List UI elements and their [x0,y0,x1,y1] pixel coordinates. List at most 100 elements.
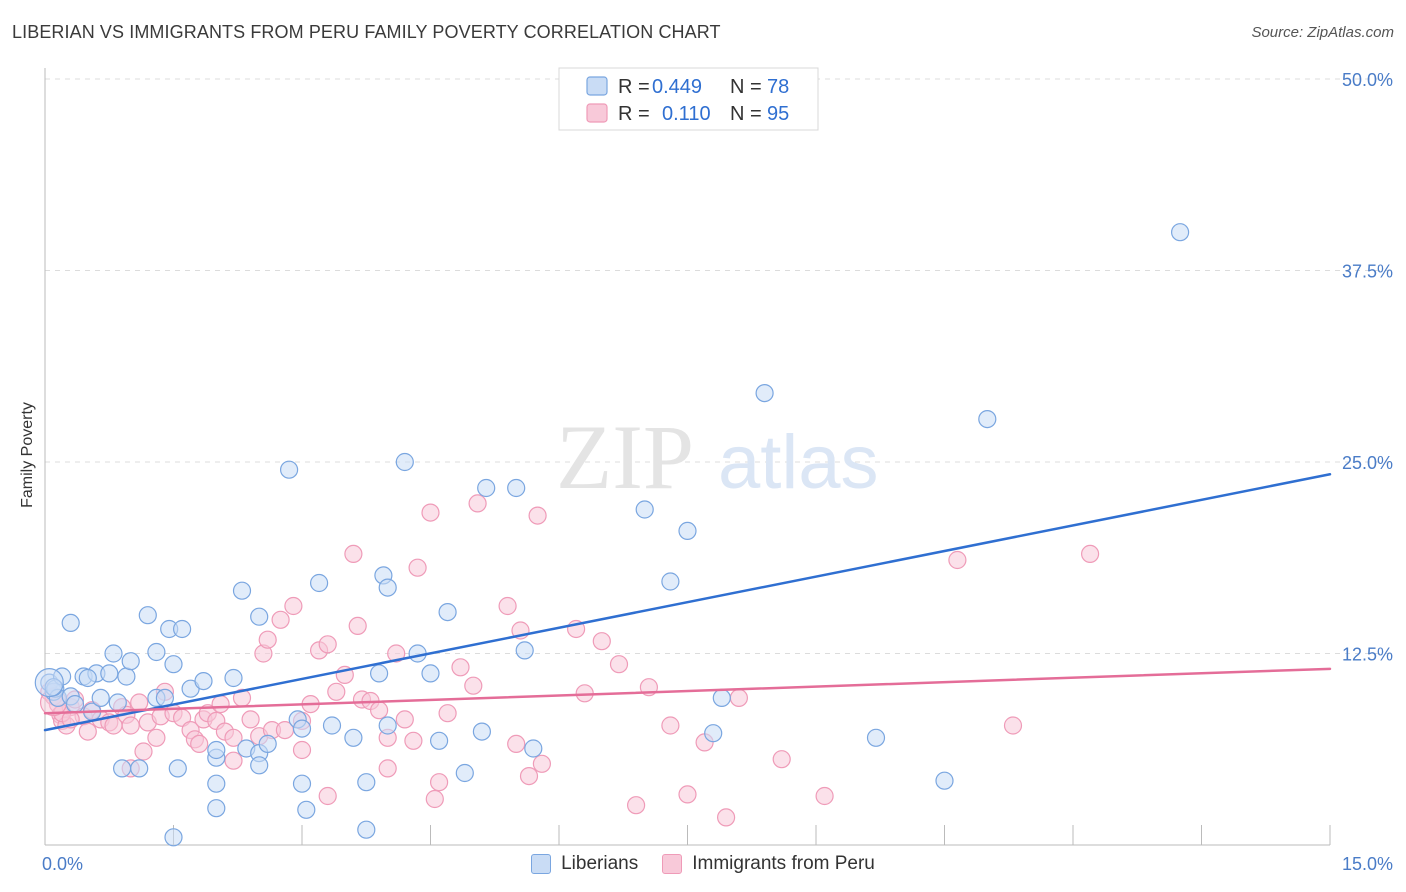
x-tick-label-max: 15.0% [1342,854,1393,874]
liberians-point-5 [61,613,80,633]
liberians-point-77 [207,740,226,760]
liberians-point-14 [108,693,127,712]
peru-point-60 [421,503,440,522]
series-legend-peru[interactable]: Immigrants from Peru [662,853,875,875]
liberians-point-15 [117,667,136,686]
liberians-point-12 [100,664,119,683]
series-legend: Liberians Immigrants from Peru [0,851,1406,877]
liberians-cluster-point [34,668,64,698]
liberians-swatch [531,854,552,874]
liberians-point-69 [164,828,183,847]
liberians-point-49 [455,763,474,783]
x-tick-label-min: 0.0% [42,854,83,874]
peru-point-85 [815,786,834,806]
liberians-point-36 [310,573,329,593]
liberians-point-37 [322,716,342,735]
liberians-point-57 [678,521,697,541]
legend-swatch-liberians [586,76,608,96]
liberians-point-63 [978,410,997,429]
liberians-point-71 [207,799,226,818]
axes [44,68,1331,846]
peru-point-94 [378,759,397,778]
peru-point-35 [241,710,260,729]
peru-point-17 [130,693,149,712]
liberians-point-75 [297,800,316,819]
peru-point-57 [395,710,414,729]
liberians-point-55 [635,500,654,519]
peru-point-16 [121,716,140,735]
liberians-point-22 [164,655,183,674]
liberians-point-76 [357,820,376,839]
legend-n-label-2: N = [730,103,762,125]
series-liberians-points [34,223,1190,847]
liberians-point-73 [250,756,269,775]
source-credit: Source: ZipAtlas.com [1251,24,1394,41]
liberians-point-70 [168,759,187,778]
peru-point-65 [464,676,483,695]
peru-point-38 [258,630,277,649]
liberians-point-62 [935,771,954,790]
y-tick-labels: 12.5% 25.0% 37.5% 50.0% [1342,70,1393,665]
liberians-point-68 [130,759,149,778]
liberians-point-52 [507,478,526,498]
liberians-point-35 [292,719,312,738]
y-tick-label-2: 37.5% [1342,262,1393,282]
liberians-point-28 [232,581,252,600]
watermark-atlas: atlas [718,420,879,505]
liberians-point-32 [258,734,277,754]
peru-point-70 [519,766,539,786]
watermark-zip: ZIP [556,406,694,508]
peru-point-62 [430,773,449,792]
peru-point-75 [592,632,611,651]
peru-trend-line [43,667,1332,715]
peru-point-44 [292,740,312,760]
watermark: ZIP atlas [556,406,879,508]
liberians-point-16 [121,652,140,671]
liberians-point-61 [866,728,886,747]
correlation-legend: R = 0.449 N = 78 R = 0.110 N = 95 [558,67,819,131]
liberians-point-40 [370,664,389,683]
peru-point-56 [387,644,406,663]
peru-point-58 [404,731,423,750]
liberians-point-13 [104,644,123,663]
peru-point-40 [271,610,290,629]
peru-point-86 [948,550,967,570]
liberians-point-48 [438,602,457,622]
peru-point-76 [609,655,629,674]
peru-point-92 [224,751,243,770]
peru-point-48 [327,682,346,701]
liberians-point-53 [515,641,534,660]
peru-point-31 [211,694,230,714]
liberians-point-46 [421,664,440,683]
legend-r-label-1: R = [618,76,650,98]
liberians-point-39 [357,773,376,792]
legend-n-value-1: 78 [767,76,789,98]
peru-point-83 [729,688,749,708]
peru-point-33 [224,728,243,747]
peru-point-51 [348,616,367,636]
liberians-point-56 [661,572,680,591]
liberians-point-31 [250,607,269,626]
y-tick-label-1: 25.0% [1342,453,1393,473]
peru-point-59 [408,558,427,577]
peru-point-9 [78,722,97,741]
liberians-point-50 [472,722,491,741]
series-legend-liberians[interactable]: Liberians [531,853,638,875]
peru-point-87 [1003,716,1023,735]
liberians-point-33 [280,460,299,479]
peru-point-47 [318,635,337,654]
liberians-point-67 [112,759,132,778]
trend-lines [43,473,1332,732]
liberians-point-60 [755,384,774,403]
legend-n-label-1: N = [730,76,762,98]
y-tick-label-3: 50.0% [1342,70,1393,90]
legend-r-value-2: 0.110 [662,103,711,125]
liberians-point-58 [712,688,731,708]
legend-swatch-peru [586,103,608,123]
peru-legend-label: Immigrants from Peru [692,853,875,874]
liberians-legend-label: Liberians [561,853,639,874]
peru-point-50 [344,544,363,564]
peru-point-82 [716,808,736,827]
peru-point-93 [318,786,337,806]
